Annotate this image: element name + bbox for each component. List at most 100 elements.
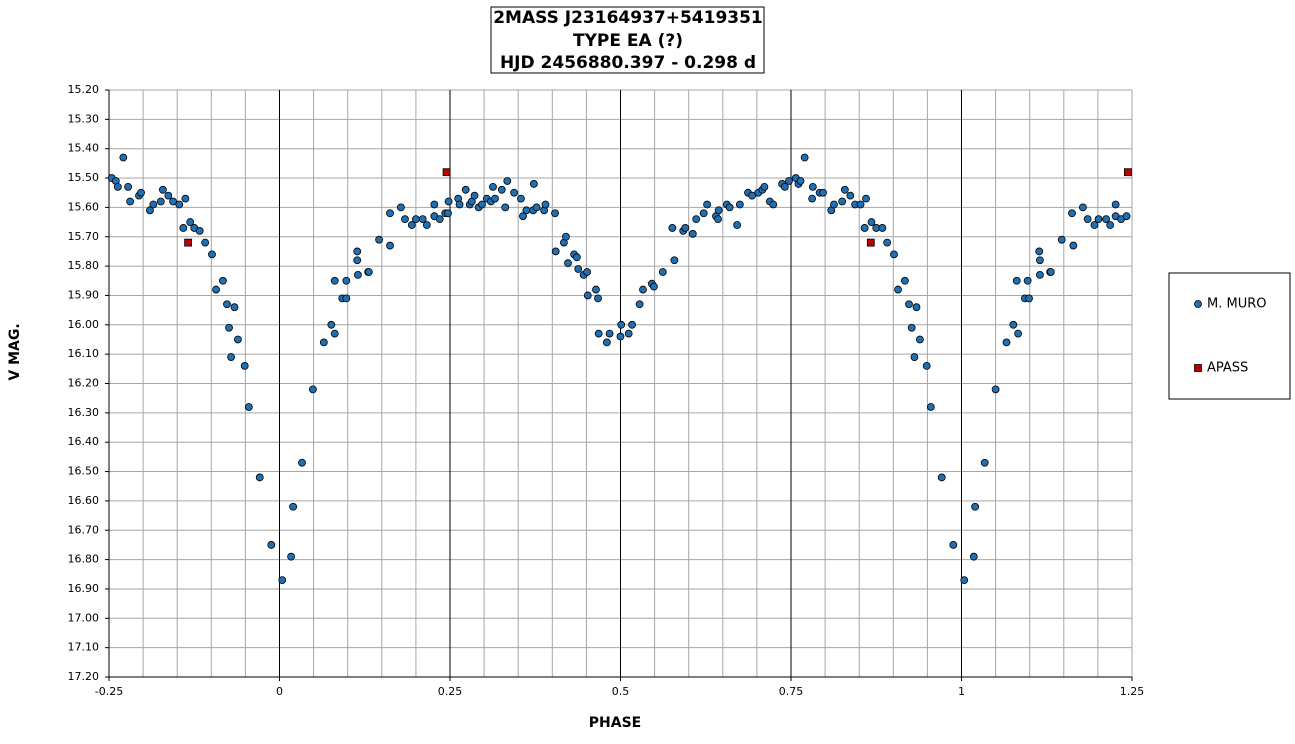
data-point [703,200,712,209]
data-point [748,191,757,200]
data-point [342,276,351,285]
data-point [158,185,167,194]
data-point [668,224,677,232]
data-point [780,182,789,191]
data-point [364,268,373,276]
data-point [164,191,173,200]
data-point [808,182,817,191]
data-point [866,238,875,247]
legend-marker [1194,300,1202,308]
data-point [1090,221,1099,229]
data-point [411,215,420,224]
x-tick-label: 0.25 [438,685,463,698]
data-point [522,206,531,215]
data-point [244,403,253,411]
data-point [894,285,902,294]
data-point [1083,215,1092,224]
y-tick-label: 17.10 [68,641,100,654]
data-point [278,576,287,585]
y-tick-label: 15.40 [68,142,100,155]
data-point [208,250,216,259]
data-point [628,320,636,329]
data-point [760,182,769,191]
data-point [915,335,924,344]
data-point [529,180,538,188]
data-point [733,221,742,229]
data-point [375,235,383,244]
data-point [650,282,658,291]
data-point [969,552,978,561]
data-point [541,200,550,209]
data-point [658,268,667,276]
y-tick-label: 15.50 [68,171,100,184]
data-point [1014,329,1023,338]
data-point [1124,168,1132,177]
data-point [386,241,394,250]
y-tick-label: 16.30 [68,406,100,419]
data-point [602,338,611,347]
data-point [353,247,362,256]
data-point [692,215,701,224]
data-point [418,215,427,224]
data-point [551,209,559,218]
data-point [800,153,809,162]
data-point [489,182,497,191]
data-point [501,203,510,212]
y-tick-label: 16.80 [68,553,100,566]
data-point [353,256,362,265]
data-point [186,218,195,226]
x-tick-label: 0.5 [612,685,630,698]
data-point [840,185,849,194]
data-point [583,268,591,276]
data-point [616,332,625,341]
data-point [912,303,921,312]
data-point [846,191,855,200]
x-tick-label: 0.75 [779,685,804,698]
data-point [517,194,525,203]
y-tick-label: 15.60 [68,200,100,213]
data-point [862,194,870,203]
data-point [725,203,734,212]
data-point [900,276,909,285]
data-point [407,221,416,229]
data-point [1069,241,1078,250]
data-point [330,276,339,285]
data-point [175,200,184,209]
data-point [910,353,919,361]
y-tick-label: 16.00 [68,318,100,331]
data-point [624,329,633,338]
data-point [309,385,317,394]
y-tick-label: 16.10 [68,347,100,360]
data-point [497,185,506,194]
data-point [1009,320,1018,329]
y-tick-label: 15.80 [68,259,100,272]
y-tick-label: 17.20 [68,670,100,683]
data-point [949,541,958,549]
data-point [386,209,394,218]
data-point [922,361,931,370]
legend-label: M. MURO [1207,297,1266,312]
data-point [681,224,690,232]
data-point [230,303,239,312]
data-point [267,541,276,549]
data-point [169,197,178,206]
data-point [470,191,479,200]
data-point [461,185,470,194]
data-point [562,232,570,241]
data-point [878,224,887,232]
x-tick-label: -0.25 [95,685,123,698]
data-point [905,300,913,309]
chart-title: HJD 2456880.397 - 0.298 d [500,53,756,73]
data-point [639,285,647,294]
data-point [890,250,898,259]
data-point [233,335,242,344]
x-axis-title: PHASE [589,715,641,731]
data-point [714,206,723,215]
data-point [926,403,935,411]
data-point [184,238,193,247]
x-tick-label: 1.25 [1120,685,1145,698]
data-point [1068,209,1076,218]
data-point [181,194,190,203]
data-point [510,188,519,197]
data-point [1122,212,1131,221]
